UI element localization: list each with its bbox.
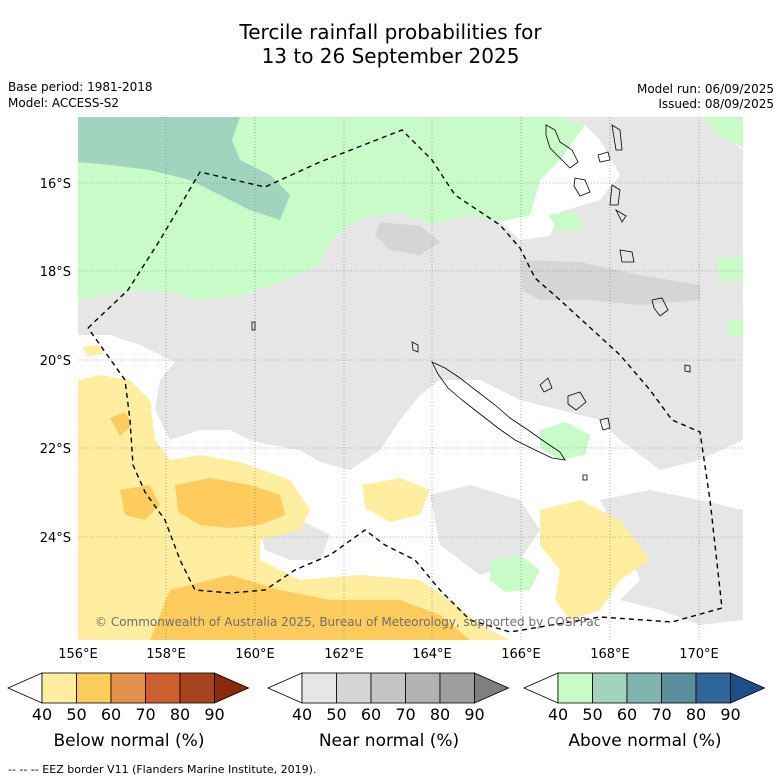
- colorbar-tick-label: 70: [651, 705, 671, 724]
- colorbar-label-near: Near normal (%): [318, 731, 460, 751]
- issued-date: Issued: 08/09/2025: [658, 97, 774, 111]
- colorbar-segment: [592, 672, 628, 704]
- below-normal-region-se: [540, 500, 650, 620]
- lon-tick-labels: 156°E 158°E 160°E 162°E 164°E 166°E 168°…: [58, 647, 719, 662]
- below-normal-darker-3: [150, 575, 470, 640]
- below-normal-small-5: [82, 345, 104, 356]
- colorbar-tick-label: 60: [361, 705, 381, 724]
- near-normal-region-east: [560, 117, 743, 250]
- lat-label: 16°S: [40, 177, 71, 192]
- below-normal-darker-1: [120, 485, 160, 520]
- colorbar-segment: [557, 672, 593, 704]
- colorbar-label-above: Above normal (%): [568, 731, 722, 751]
- lon-label: 156°E: [58, 647, 98, 662]
- above-normal-darker: [78, 117, 290, 220]
- below-normal-region-west: [78, 375, 510, 640]
- near-normal-darker: [375, 222, 440, 255]
- colorbar-tick-label: 70: [395, 705, 415, 724]
- vanuatu-islands: [545, 124, 669, 317]
- colorbar-segment: [76, 672, 112, 704]
- colorbar-tick-label: 70: [135, 705, 155, 724]
- colorbar-tick-label: 60: [617, 705, 637, 724]
- below-normal-darker-2: [175, 478, 285, 528]
- lat-label: 18°S: [40, 265, 71, 280]
- lat-label: 24°S: [40, 531, 71, 546]
- colorbar-tick-label: 90: [720, 705, 740, 724]
- colorbar-segment: [405, 672, 441, 704]
- above-normal-small-1: [548, 212, 583, 232]
- above-normal-small-2: [540, 422, 590, 460]
- colorbar-extend-low: [523, 672, 559, 704]
- colorbar-tick-label: 80: [430, 705, 450, 724]
- above-normal-small-3: [490, 555, 540, 592]
- colorbar-segment: [145, 672, 181, 704]
- lon-label: 170°E: [679, 647, 719, 662]
- footer-eez-note: -- -- -- EEZ border V11 (Flanders Marine…: [8, 763, 317, 776]
- title-line-1: Tercile rainfall probabilities for: [239, 20, 542, 44]
- model-run: Model run: 06/09/2025: [636, 82, 774, 96]
- colorbar-extend-high: [730, 672, 766, 704]
- eez-border: [87, 129, 723, 633]
- colorbar-tick-label: 40: [32, 705, 52, 724]
- near-normal-region-south: [430, 485, 540, 575]
- colorbar-segment: [661, 672, 697, 704]
- colorbar: 40 50 60 70 80 90: [267, 672, 510, 724]
- lat-label: 20°S: [40, 354, 71, 369]
- near-normal-region-southeast: [600, 490, 743, 625]
- lon-label: 168°E: [590, 647, 630, 662]
- colorbar-segment: [110, 672, 146, 704]
- lon-label: 160°E: [235, 647, 275, 662]
- colorbar-tick-label: 50: [326, 705, 346, 724]
- model-name: Model: ACCESS-S2: [8, 96, 120, 110]
- colorbar-segment: [336, 672, 372, 704]
- colorbar-extend-high: [474, 672, 510, 704]
- colorbar-tick-label: 40: [548, 705, 568, 724]
- colorbar-segment: [41, 672, 77, 704]
- above-normal-region-ne: [700, 117, 743, 148]
- near-normal-region: [78, 150, 743, 470]
- colorbar-tick-label: 60: [101, 705, 121, 724]
- colorbar: 40 50 60 70 80 90: [7, 672, 250, 724]
- new-caledonia-coastline: [431, 361, 566, 461]
- above-normal-small-4: [718, 258, 743, 282]
- colorbar: 40 50 60 70 80 90: [523, 672, 766, 724]
- colorbar-segment: [695, 672, 731, 704]
- colorbar-tick-label: 80: [170, 705, 190, 724]
- colorbar-segment: [301, 672, 337, 704]
- colorbar-tick-label: 40: [292, 705, 312, 724]
- colorbar-tick-label: 50: [66, 705, 86, 724]
- below-normal-small-4: [110, 412, 132, 436]
- colorbars: 40 50 60 70 80 90 40 50 60 70 80 90 40 50 60 70 80 90: [7, 672, 766, 724]
- colorbar-tick-label: 50: [582, 705, 602, 724]
- colorbar-tick-label: 90: [204, 705, 224, 724]
- colorbar-label-below: Below normal (%): [53, 731, 205, 751]
- lon-label: 166°E: [501, 647, 541, 662]
- colorbar-segment: [626, 672, 662, 704]
- below-normal-region-mid: [362, 478, 430, 522]
- base-period: Base period: 1981-2018: [8, 80, 153, 94]
- colorbar-extend-low: [7, 672, 43, 704]
- loyalty-islands: [539, 377, 611, 431]
- colorbar-segment: [179, 672, 215, 704]
- colorbar-tick-label: 90: [464, 705, 484, 724]
- small-islands: [251, 321, 691, 481]
- lat-label: 22°S: [40, 442, 71, 457]
- title-line-2: 13 to 26 September 2025: [261, 44, 520, 68]
- map-gridlines: [78, 117, 743, 640]
- lon-label: 158°E: [146, 647, 186, 662]
- above-normal-small-5: [728, 318, 743, 338]
- lon-label: 162°E: [324, 647, 364, 662]
- lat-tick-labels: 16°S 18°S 20°S 22°S 24°S: [40, 177, 71, 546]
- colorbar-extend-low: [267, 672, 303, 704]
- colorbar-extend-high: [214, 672, 250, 704]
- colorbar-segment: [370, 672, 406, 704]
- copyright-text: © Commonwealth of Australia 2025, Bureau…: [95, 615, 600, 629]
- colorbar-segment: [439, 672, 475, 704]
- lon-label: 164°E: [412, 647, 452, 662]
- probability-map: [78, 117, 743, 640]
- colorbar-tick-label: 80: [686, 705, 706, 724]
